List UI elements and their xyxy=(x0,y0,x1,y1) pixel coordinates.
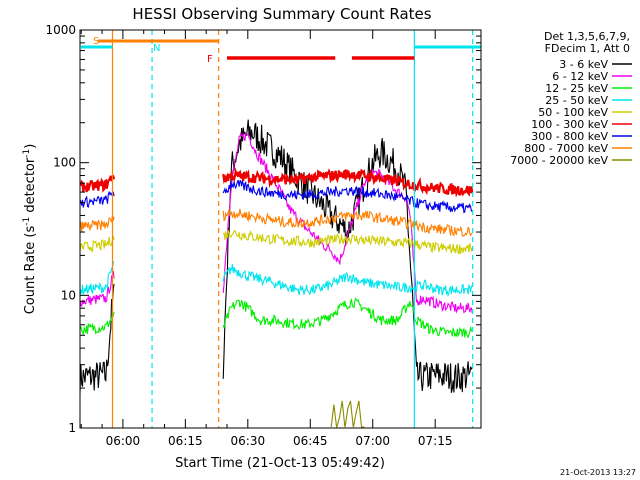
x-axis-label: Start Time (21-Oct-13 05:49:42) xyxy=(175,456,385,471)
plot-frame xyxy=(79,29,482,429)
x-tick-label-4: 06:45 xyxy=(293,434,328,448)
y-axis: 1 10 100 1000 xyxy=(45,23,481,435)
legend-header-2: FDecim 1, Att 0 xyxy=(545,42,630,55)
legend-label-6: 100 - 300 keV xyxy=(531,118,608,131)
y-tick-label-3: 100 xyxy=(53,156,76,170)
y-tick-label-4: 1000 xyxy=(45,23,76,37)
series-line-7 xyxy=(79,179,473,214)
y-tick-label-2: 10 xyxy=(61,288,76,302)
x-tick-label-3: 06:30 xyxy=(231,434,266,448)
legend-label-5: 50 - 100 keV xyxy=(538,106,608,119)
y-tick-label-1: 1 xyxy=(68,421,76,435)
legend-label-2: 6 - 12 keV xyxy=(552,70,608,83)
y-axis-label-suffix: ) xyxy=(23,144,38,149)
y-axis-label-exp-2: -1 xyxy=(22,149,32,158)
legend: Det 1,3,5,6,7,9,FDecim 1, Att 0 3 - 6 keV… xyxy=(510,30,632,167)
series-line-3 xyxy=(79,297,473,339)
chart-title: HESSI Observing Summary Count Rates xyxy=(132,5,431,23)
y-axis-label-mid: detector xyxy=(23,157,38,217)
series-line-8 xyxy=(79,207,473,238)
legend-label-8: 800 - 7000 keV xyxy=(524,142,608,155)
series-line-5 xyxy=(79,229,473,255)
series-line-6 xyxy=(79,167,474,198)
plot-marks: S N F xyxy=(79,30,481,428)
timestamp: 21-Oct-2013 13:27 xyxy=(560,468,636,477)
legend-label-3: 12 - 25 keV xyxy=(545,82,608,95)
legend-header-1: Det 1,3,5,6,7,9, xyxy=(544,30,630,43)
y-axis-label-exp-1: -1 xyxy=(22,217,32,226)
flag-label-night: N xyxy=(153,43,160,54)
legend-label-1: 3 - 6 keV xyxy=(559,58,608,71)
flag-label-saa: S xyxy=(93,36,99,47)
series-line-9 xyxy=(330,400,365,428)
legend-label-4: 25 - 50 keV xyxy=(545,94,608,107)
x-tick-label-2: 06:15 xyxy=(168,434,203,448)
y-axis-label: Count Rate (s-1 detector-1) xyxy=(22,144,38,315)
series-line-4 xyxy=(79,261,473,297)
x-axis: 06:00 06:15 06:30 06:45 07:00 07:15 xyxy=(80,30,453,448)
x-tick-label-6: 07:15 xyxy=(418,434,453,448)
series-line-2 xyxy=(79,132,473,314)
flag-label-flare: F xyxy=(207,54,213,65)
legend-label-9: 7000 - 20000 keV xyxy=(510,154,608,167)
legend-label-7: 300 - 800 keV xyxy=(531,130,608,143)
x-tick-label-1: 06:00 xyxy=(106,434,141,448)
x-tick-label-5: 07:00 xyxy=(355,434,390,448)
y-axis-label-prefix: Count Rate (s xyxy=(23,226,38,315)
